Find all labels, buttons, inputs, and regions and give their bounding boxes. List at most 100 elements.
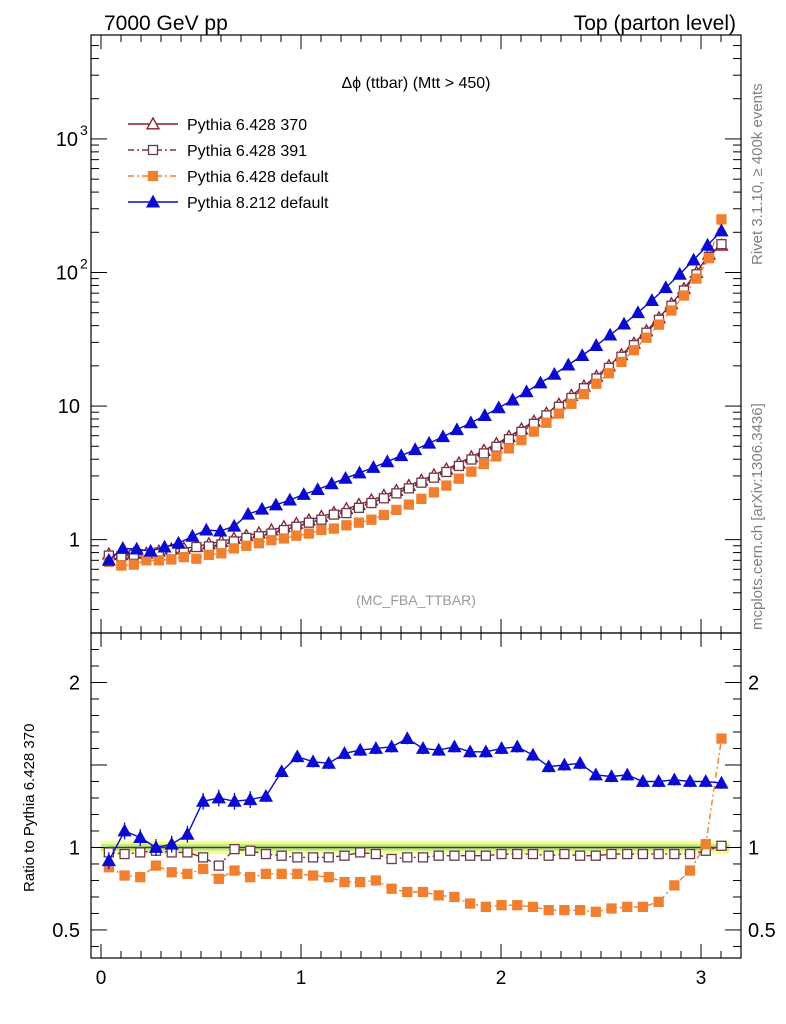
ratio-point (606, 848, 617, 860)
data-point (366, 514, 377, 525)
ratio-point (494, 741, 509, 754)
data-point (453, 460, 465, 472)
ratio-point (276, 868, 287, 880)
ratio-point (339, 876, 350, 888)
series-main-3 (103, 214, 727, 571)
header-left: 7000 GeV pp (104, 12, 228, 35)
data-point (282, 492, 297, 506)
data-point (589, 338, 604, 351)
ratio-point (197, 863, 209, 875)
ratio-point (229, 865, 240, 876)
x-tick-label: 3 (696, 968, 707, 989)
ratio-point (669, 880, 680, 891)
side-label-mcplots: mcplots.cern.ch [arXiv:1306.3436] (749, 403, 766, 630)
main-y-tick-exponent: 3 (80, 122, 88, 138)
data-point (435, 429, 451, 443)
ratio-point (510, 739, 525, 753)
ratio-point (355, 847, 366, 858)
data-point (324, 476, 339, 490)
ratio-point (148, 840, 164, 853)
ratio-point (274, 764, 289, 778)
data-point (666, 305, 677, 316)
ratio-point (337, 746, 352, 759)
ratio-point (622, 848, 633, 860)
data-point (672, 266, 687, 280)
ratio-point (402, 886, 413, 898)
ratio-point (622, 901, 633, 913)
data-point (378, 509, 390, 521)
data-point (463, 415, 478, 429)
data-point (691, 273, 702, 284)
ratio-point (714, 775, 729, 789)
data-point (503, 443, 515, 454)
ratio-point (321, 755, 336, 769)
series-line (108, 230, 723, 561)
data-point (491, 441, 502, 452)
data-point (240, 506, 256, 520)
legend-entry-2: Pythia 6.428 391 (128, 143, 307, 160)
data-point (716, 214, 727, 225)
data-point (700, 237, 715, 251)
ratio-point (117, 823, 132, 837)
ratio-point (682, 774, 698, 787)
ratio-point (620, 767, 635, 781)
legend-label: Pythia 8.212 default (187, 195, 329, 212)
ratio-point (182, 847, 193, 858)
data-point (341, 507, 352, 519)
data-point (171, 535, 186, 549)
legend-label: Pythia 6.428 370 (187, 117, 307, 134)
data-point (143, 543, 158, 557)
ratio-point (368, 741, 383, 754)
ratio-point (197, 852, 209, 863)
ratio-point (496, 848, 507, 860)
data-point (478, 448, 490, 459)
ratio-point (541, 759, 556, 773)
data-point (352, 465, 367, 479)
data-point (268, 497, 284, 511)
data-point (628, 345, 640, 356)
watermark-label: (MC_FBA_TTBAR) (356, 592, 476, 608)
data-point (403, 499, 415, 510)
data-point (316, 514, 327, 525)
data-point (416, 493, 427, 505)
data-point (491, 400, 506, 414)
main-y-tick-exponent: 2 (80, 256, 88, 272)
ratio-point (323, 852, 334, 863)
ratio-y-tick-label-right: 0.5 (748, 920, 776, 942)
ratio-point (651, 774, 666, 787)
main-y-tick-label: 10 (56, 129, 78, 151)
ratio-point (180, 826, 195, 840)
data-point (296, 487, 311, 500)
ratio-point (417, 886, 429, 898)
ratio-point (559, 848, 570, 860)
data-point (380, 454, 395, 468)
data-point (466, 466, 477, 477)
legend-marker (145, 194, 161, 208)
ratio-point (245, 845, 256, 856)
ratio-point (590, 850, 601, 861)
ratio-point (543, 850, 554, 861)
series-main-4 (101, 223, 729, 566)
data-point (216, 548, 227, 559)
legend: Pythia 6.428 370 Pythia 6.428 391 Pythia 6… (128, 116, 329, 212)
data-point (566, 398, 577, 409)
main-y-tick-label: 10 (58, 396, 80, 418)
data-point (516, 434, 527, 446)
data-point (166, 554, 177, 565)
legend-label: Pythia 6.428 default (187, 169, 329, 186)
ratio-point (669, 848, 680, 860)
data-point (441, 466, 452, 478)
ratio-point (433, 850, 444, 861)
ratio-point (305, 754, 321, 768)
data-point (101, 552, 116, 566)
data-point (338, 470, 353, 484)
data-point (191, 553, 202, 564)
data-point (541, 417, 552, 428)
ratio-point (353, 742, 368, 756)
data-point (228, 543, 240, 554)
ratio-point (480, 850, 491, 861)
ratio-point (637, 848, 649, 860)
ratio-point (386, 883, 397, 894)
data-point (328, 523, 340, 534)
data-point (203, 541, 215, 552)
